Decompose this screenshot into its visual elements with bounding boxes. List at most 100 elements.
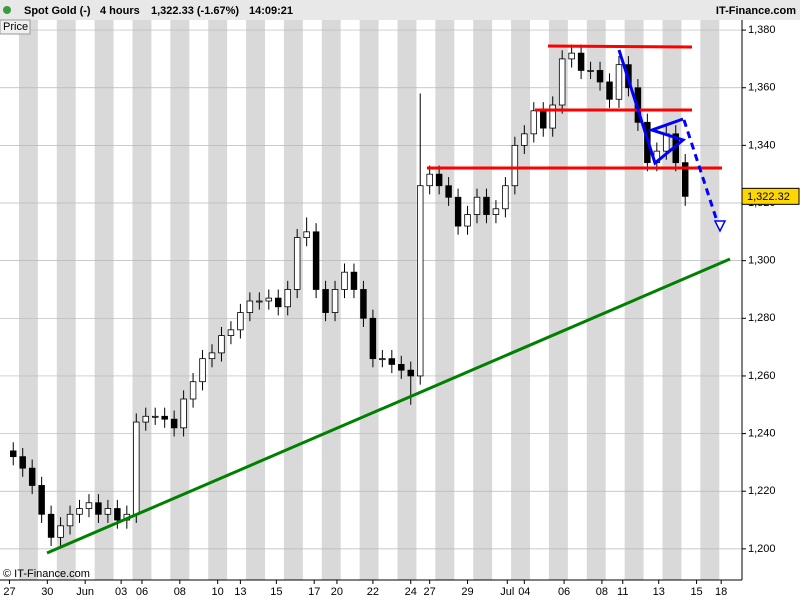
x-tick-label: 24 (405, 586, 417, 598)
x-tick-label: 22 (367, 586, 379, 598)
axis-label-box (0, 19, 31, 35)
candle-body (577, 52, 585, 71)
candle-body (312, 231, 320, 290)
candle-body (161, 415, 168, 420)
y-tick-label: 1,260 (748, 370, 776, 382)
day-band (18, 20, 38, 580)
y-tick-label: 1,340 (748, 139, 776, 151)
candle-body (502, 185, 509, 210)
day-band (246, 20, 265, 580)
candle-body (151, 415, 159, 418)
candle-body (76, 508, 83, 515)
candle-body (47, 513, 55, 538)
day-band (359, 20, 379, 580)
candle-body (170, 418, 178, 429)
candle-body (57, 525, 64, 538)
candle-body (28, 467, 36, 486)
day-band (662, 20, 682, 580)
candle-body (275, 297, 282, 308)
x-tick-label: 10 (212, 586, 224, 598)
x-tick-label: 17 (308, 586, 320, 598)
x-tick-label: 08 (596, 586, 608, 598)
y-tick-label: 1,240 (748, 427, 776, 439)
flag-pattern (617, 49, 687, 166)
day-band (321, 20, 341, 580)
candle-body (218, 335, 225, 354)
candle-body (530, 110, 538, 135)
day-band (94, 20, 114, 580)
header-bar (0, 0, 800, 20)
candle-body (492, 208, 500, 215)
candle-body (322, 289, 329, 313)
candle-body (606, 81, 613, 100)
candle-body (483, 196, 490, 215)
x-tick-label: 13 (653, 586, 665, 598)
instrument: Spot Gold (-) (24, 5, 91, 17)
candle-body (416, 185, 424, 377)
x-tick-label: 15 (270, 586, 282, 598)
drawings (46, 44, 731, 555)
candle-body (284, 289, 291, 308)
candle-body (407, 369, 414, 377)
candle-body (398, 364, 405, 371)
x-tick-label: 29 (461, 586, 473, 598)
candle-body (246, 300, 254, 313)
resistance-line (547, 44, 693, 49)
day-band (56, 20, 76, 580)
y-tick-label: 1,300 (748, 255, 776, 267)
x-tick-label: 03 (115, 586, 127, 598)
projection-line (682, 119, 718, 219)
candle-body (341, 271, 348, 290)
y-tick-label: 1,360 (748, 82, 776, 94)
x-tick-label: 06 (136, 586, 148, 598)
candle-body (615, 64, 623, 100)
y-tick-label: 1,220 (748, 485, 776, 497)
candle-body (568, 52, 575, 60)
candle-body (426, 173, 433, 187)
candle-body (133, 421, 140, 515)
x-tick-label: 06 (558, 586, 570, 598)
candle-body (208, 352, 216, 360)
candle-body (265, 297, 273, 302)
candle-body (473, 196, 481, 215)
candle-body (379, 358, 386, 361)
candle-body (540, 110, 547, 129)
x-tick-label: Jun (76, 586, 94, 598)
x-tick-label: 18 (715, 586, 727, 598)
candle-body (256, 300, 263, 303)
y-tick-label: 1,280 (748, 312, 776, 324)
candle-body (331, 289, 339, 313)
candle-body (558, 58, 566, 106)
x-tick-label: 11 (617, 586, 628, 598)
candle-body (454, 196, 462, 227)
x-tick-label: 27 (3, 586, 15, 598)
candle-body (237, 312, 244, 331)
time: 14:09:21 (249, 5, 293, 17)
trend-line (46, 257, 731, 555)
x-tick-label: 20 (331, 586, 343, 598)
x-tick-label: 08 (174, 586, 186, 598)
quote: 1,322.33 (-1.67%) (151, 5, 239, 17)
x-tick-label: 30 (41, 586, 53, 598)
candle-body (681, 162, 689, 197)
day-band (208, 20, 228, 580)
brand: IT-Finance.com (716, 5, 796, 17)
footer: © IT-Finance.com (3, 568, 90, 580)
candle-body (350, 271, 358, 290)
candle-body (587, 70, 594, 72)
candle-body (360, 289, 367, 319)
day-band (397, 20, 417, 580)
period: 4 hours (100, 5, 140, 17)
x-tick-label: 15 (690, 586, 702, 598)
projection-arrow (713, 220, 727, 233)
candle-body (227, 329, 235, 336)
candle-body (303, 231, 310, 239)
x-tick-label: Jul (500, 586, 514, 598)
x-tick-label: 04 (518, 586, 530, 598)
candle-body (199, 358, 206, 383)
candle-body (95, 502, 102, 515)
y-tick-label: 1,380 (748, 24, 776, 36)
day-band (511, 20, 530, 580)
candle-body (293, 237, 301, 290)
x-tick-label: 27 (424, 586, 436, 598)
